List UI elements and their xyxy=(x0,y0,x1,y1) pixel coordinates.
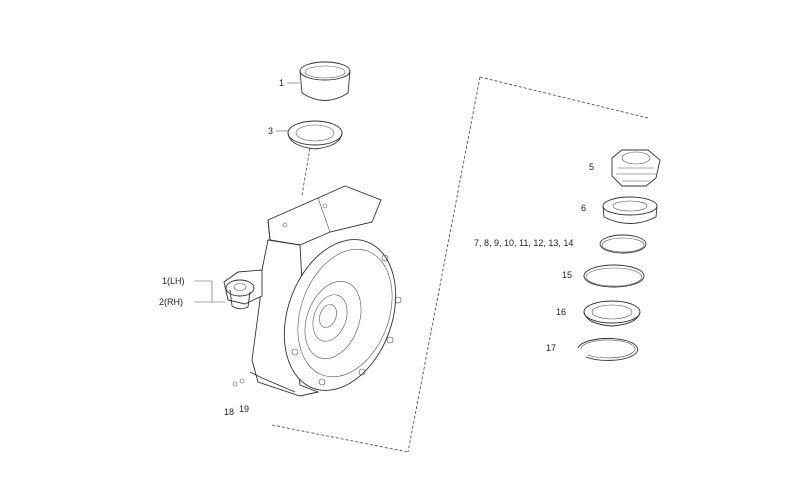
bushing-part-1 xyxy=(299,61,351,101)
callout-part-16: 16 xyxy=(556,307,567,317)
callout-part-6: 6 xyxy=(581,203,587,213)
snap-ring-part-17 xyxy=(577,337,639,361)
callout-part-15: 15 xyxy=(562,270,573,280)
callout-part-18: 18 xyxy=(224,407,235,417)
callout-part-3: 3 xyxy=(268,126,274,136)
callout-part-1: 1 xyxy=(279,78,285,88)
shim-parts-7-14 xyxy=(599,234,647,254)
seal-part-3 xyxy=(287,120,343,150)
assembly-boundary-line xyxy=(407,76,481,453)
assembly-boundary-line xyxy=(271,424,409,453)
assembly-boundary-line xyxy=(479,76,649,119)
assembly-boundary-line xyxy=(301,147,311,196)
callout-part-5: 5 xyxy=(589,162,595,172)
callout-parts-7-14: 7, 8, 9, 10, 11, 12, 13, 14 xyxy=(474,238,574,248)
ring-part-15 xyxy=(583,264,645,288)
nut-part-5 xyxy=(611,149,661,187)
callout-part-17: 17 xyxy=(546,343,557,353)
callout-part-lh: 1(LH) xyxy=(162,276,185,286)
callout-part-rh: 2(RH) xyxy=(159,297,183,307)
steering-knuckle-housing xyxy=(223,185,402,397)
bearing-part-6 xyxy=(602,196,658,224)
seal-part-16 xyxy=(583,300,641,327)
callout-part-19: 19 xyxy=(239,404,250,414)
